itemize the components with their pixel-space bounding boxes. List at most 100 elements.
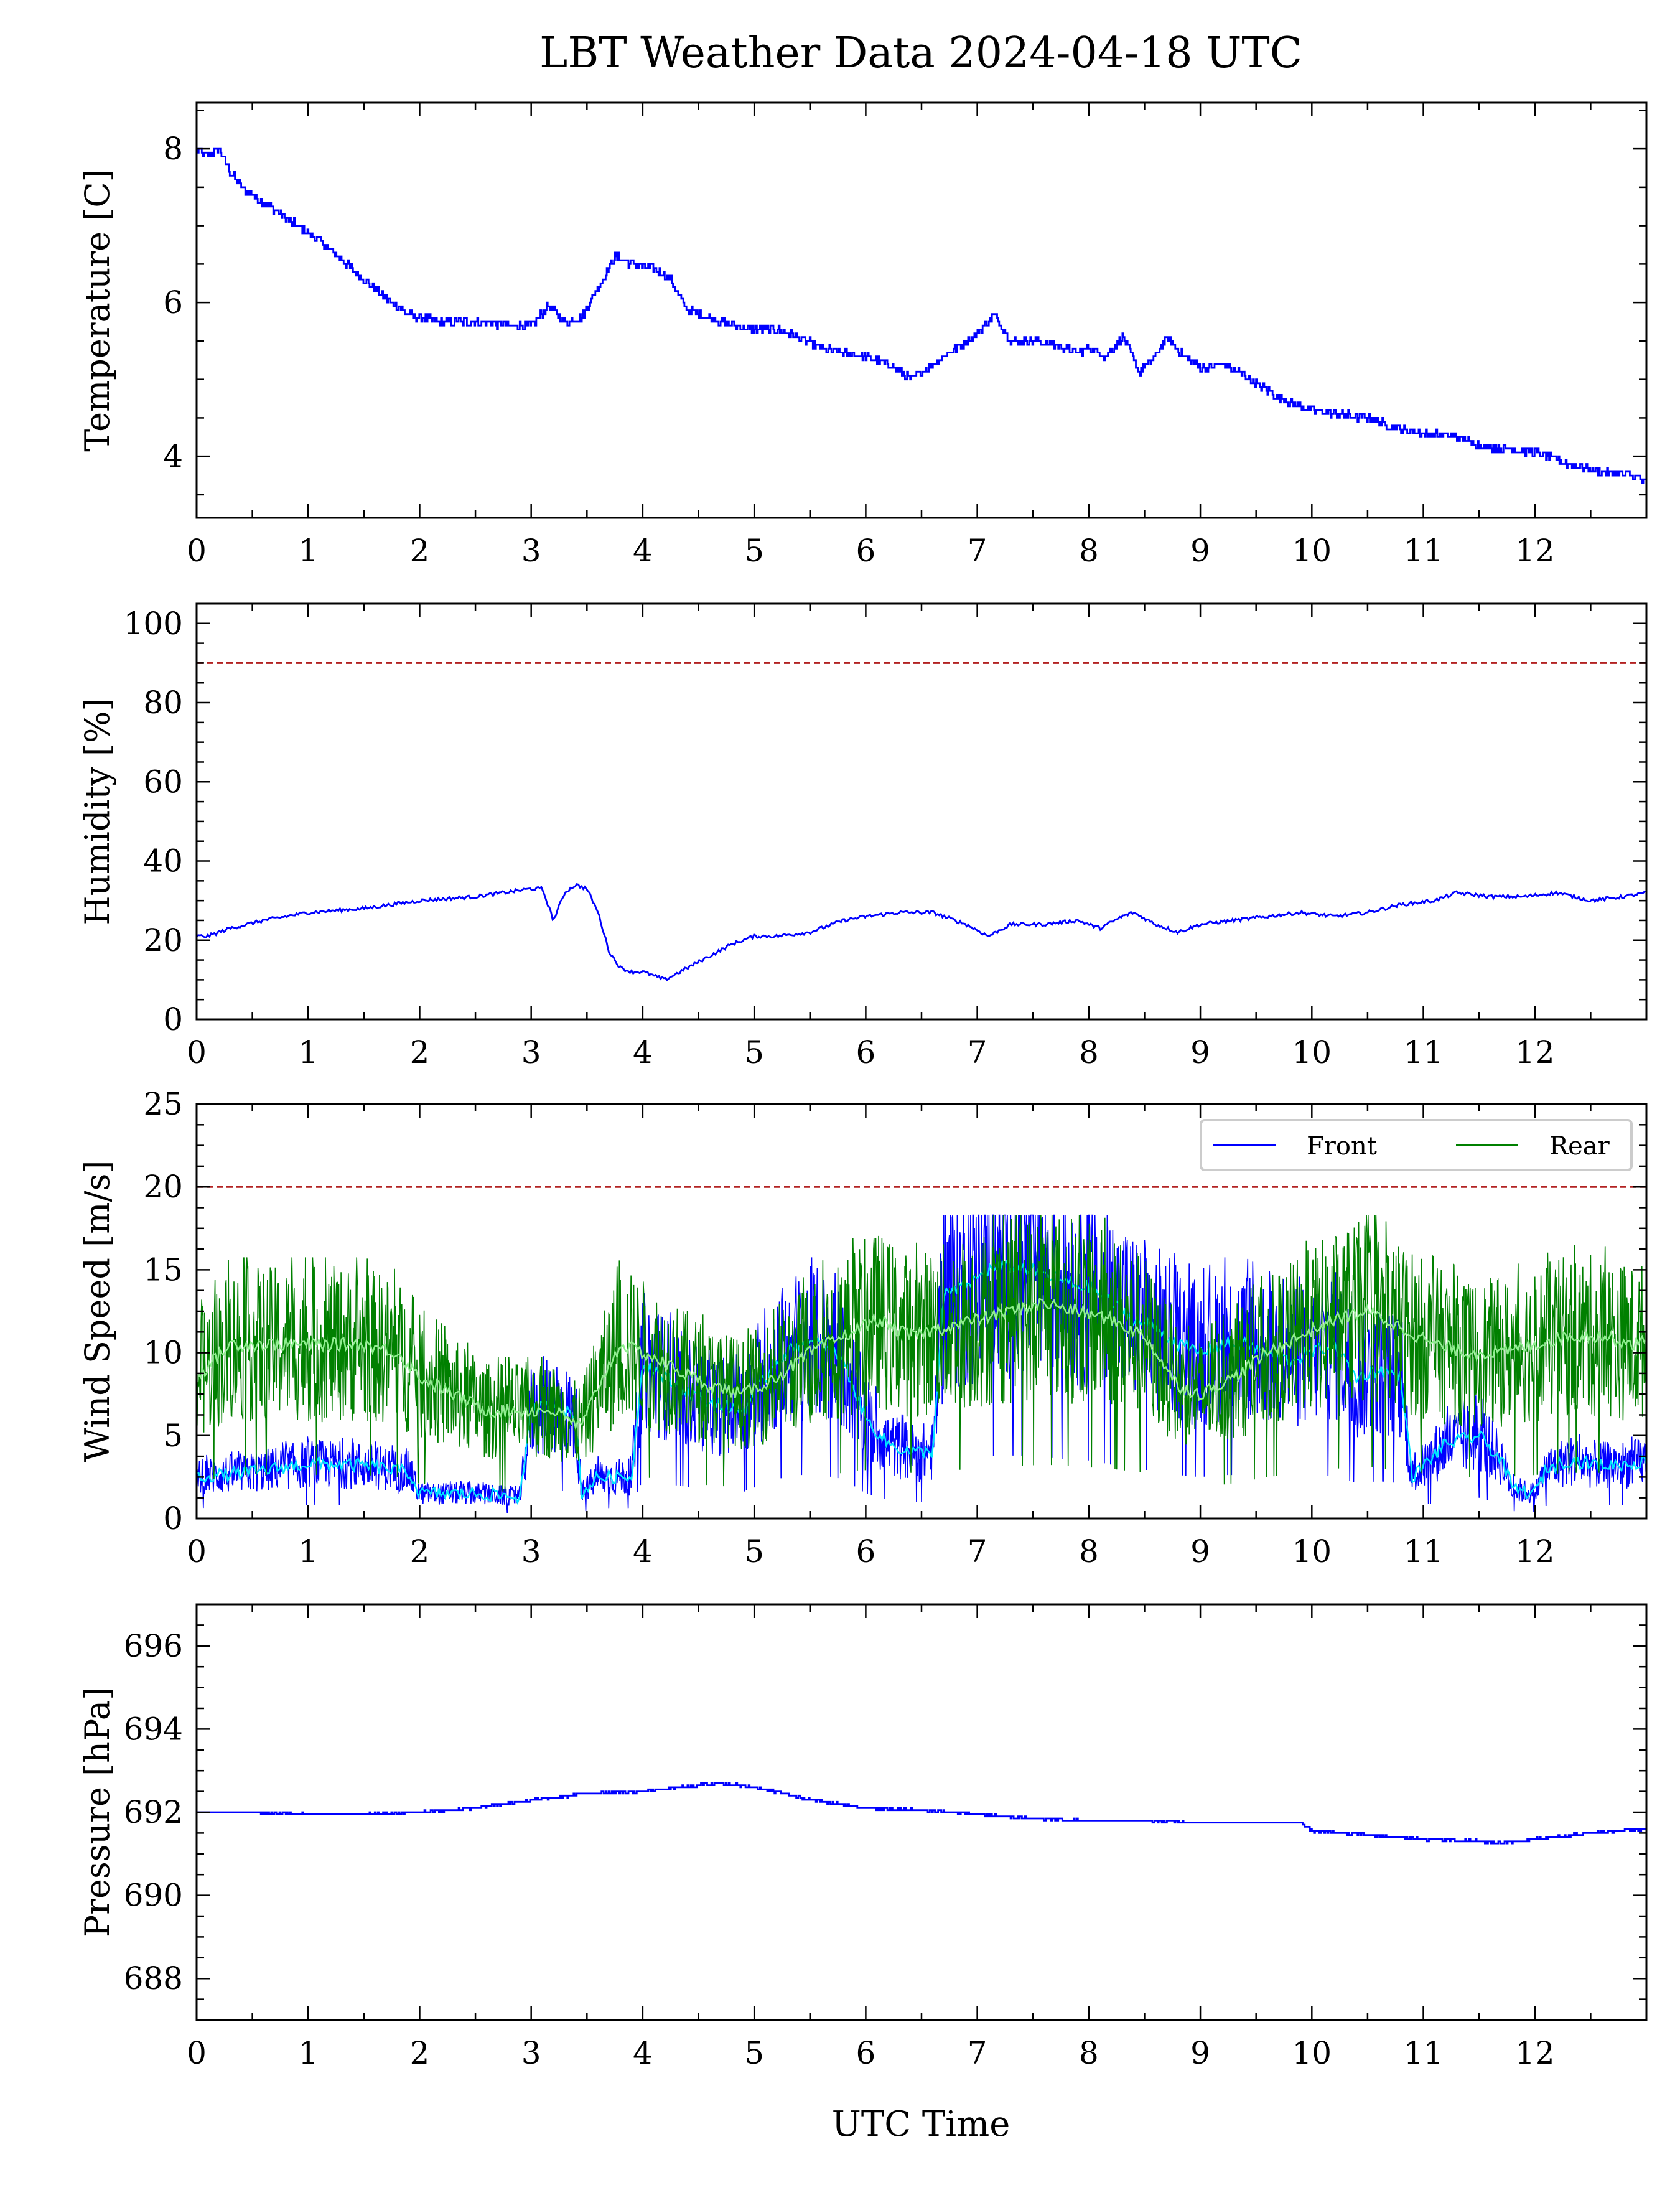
x-tick-label: 4: [633, 1034, 653, 1070]
legend-label-rear: Rear: [1549, 1132, 1610, 1161]
y-axis-label: Temperature [C]: [78, 169, 117, 451]
y-tick-label: 20: [143, 922, 183, 958]
x-tick-label: 6: [856, 2035, 875, 2071]
panel-4: 0 1 2 3 4 5 6 7 8 9 10 11 12688690692694696Pressure …: [78, 1603, 1648, 2071]
legend-box: [1200, 1119, 1633, 1171]
y-tick-label: 694: [124, 1711, 183, 1747]
y-tick-label: 10: [143, 1335, 183, 1371]
x-tick-label: 9: [1190, 1533, 1210, 1570]
x-tick-label: 7: [968, 1533, 987, 1570]
x-tick-label: 11: [1404, 533, 1444, 569]
y-tick-label: 0: [163, 1001, 183, 1037]
x-tick-label: 3: [521, 1034, 541, 1070]
x-tick-label: 6: [856, 533, 875, 569]
x-tick-label: 12: [1515, 1533, 1555, 1570]
y-tick-label: 5: [163, 1418, 183, 1454]
x-tick-label: 2: [410, 533, 430, 569]
temperature-line: [197, 147, 1646, 484]
series-group: [197, 147, 1646, 484]
x-tick-label: 9: [1190, 1034, 1210, 1070]
x-tick-label: 5: [744, 1034, 764, 1070]
x-tick-label: 10: [1292, 2035, 1332, 2071]
x-tick-label: 4: [633, 533, 653, 569]
x-tick-label: 12: [1515, 1034, 1555, 1070]
x-tick-label: 2: [410, 1533, 430, 1570]
x-tick-label: 4: [633, 2035, 653, 2071]
y-tick-label: 60: [143, 764, 183, 800]
x-tick-label: 5: [744, 1533, 764, 1570]
x-tick-label: 0: [187, 1034, 207, 1070]
x-tick-label: 10: [1292, 533, 1332, 569]
y-tick-label: 25: [143, 1086, 183, 1122]
x-tick-label: 8: [1079, 1034, 1099, 1070]
x-tick-label: 8: [1079, 1533, 1099, 1570]
y-tick-label: 100: [124, 606, 183, 642]
x-tick-label: 12: [1515, 533, 1555, 569]
x-tick-label: 7: [968, 533, 987, 569]
y-tick-label: 20: [143, 1169, 183, 1205]
y-tick-label: 688: [124, 1960, 183, 1996]
x-tick-label: 6: [856, 1034, 875, 1070]
x-axis-label: UTC Time: [832, 2104, 1010, 2145]
y-tick-label: 6: [163, 284, 183, 320]
y-tick-label: 15: [143, 1252, 183, 1288]
x-tick-label: 7: [968, 1034, 987, 1070]
x-tick-label: 11: [1404, 1034, 1444, 1070]
x-tick-label: 0: [187, 1533, 207, 1570]
x-tick-label: 5: [744, 2035, 764, 2071]
series-rear-raw: [197, 1215, 1646, 1492]
series-group: [197, 1782, 1646, 1845]
y-tick-label: 4: [163, 438, 183, 474]
x-tick-label: 1: [298, 1034, 318, 1070]
x-tick-label: 11: [1404, 2035, 1444, 2071]
x-tick-label: 4: [633, 1533, 653, 1570]
x-tick-label: 2: [410, 1034, 430, 1070]
x-tick-label: 6: [856, 1533, 875, 1570]
x-tick-label: 8: [1079, 533, 1099, 569]
chart-title: LBT Weather Data 2024-04-18 UTC: [539, 29, 1302, 78]
legend-label-front: Front: [1307, 1132, 1377, 1161]
x-tick-label: 12: [1515, 2035, 1555, 2071]
y-tick-label: 8: [163, 131, 183, 167]
series-group: [197, 882, 1646, 982]
y-tick-label: 40: [143, 843, 183, 879]
plot-frame: [195, 602, 1648, 1021]
y-tick-label: 690: [124, 1878, 183, 1914]
x-tick-label: 0: [187, 2035, 207, 2071]
series-front-raw: [197, 1214, 1646, 1514]
y-tick-label: 0: [163, 1500, 183, 1537]
plot-frame: [195, 101, 1648, 519]
x-tick-label: 9: [1190, 533, 1210, 569]
series-front-smooth: [197, 1259, 1646, 1505]
x-tick-label: 7: [968, 2035, 987, 2071]
x-tick-label: 3: [521, 2035, 541, 2071]
y-tick-label: 80: [143, 685, 183, 721]
x-tick-label: 8: [1079, 2035, 1099, 2071]
series-rear-smooth: [197, 1298, 1646, 1431]
y-axis-label: Wind Speed [m/s]: [78, 1161, 117, 1462]
x-tick-label: 3: [521, 533, 541, 569]
humidity-line: [197, 882, 1646, 982]
x-tick-label: 1: [298, 2035, 318, 2071]
x-tick-label: 3: [521, 1533, 541, 1570]
x-tick-label: 10: [1292, 1034, 1332, 1070]
x-tick-label: 9: [1190, 2035, 1210, 2071]
x-tick-label: 10: [1292, 1533, 1332, 1570]
x-tick-label: 1: [298, 533, 318, 569]
x-tick-label: 2: [410, 2035, 430, 2071]
legend: Front Rear: [1200, 1119, 1633, 1171]
x-tick-label: 1: [298, 1533, 318, 1570]
x-tick-label: 5: [744, 533, 764, 569]
pressure-line: [197, 1782, 1646, 1845]
x-tick-label: 11: [1404, 1533, 1444, 1570]
y-tick-label: 696: [124, 1628, 183, 1664]
y-axis-label: Humidity [%]: [78, 698, 117, 925]
series-group: [197, 1214, 1646, 1514]
y-axis-label: Pressure [hPa]: [78, 1687, 117, 1937]
x-tick-label: 0: [187, 533, 207, 569]
y-tick-label: 692: [124, 1794, 183, 1830]
